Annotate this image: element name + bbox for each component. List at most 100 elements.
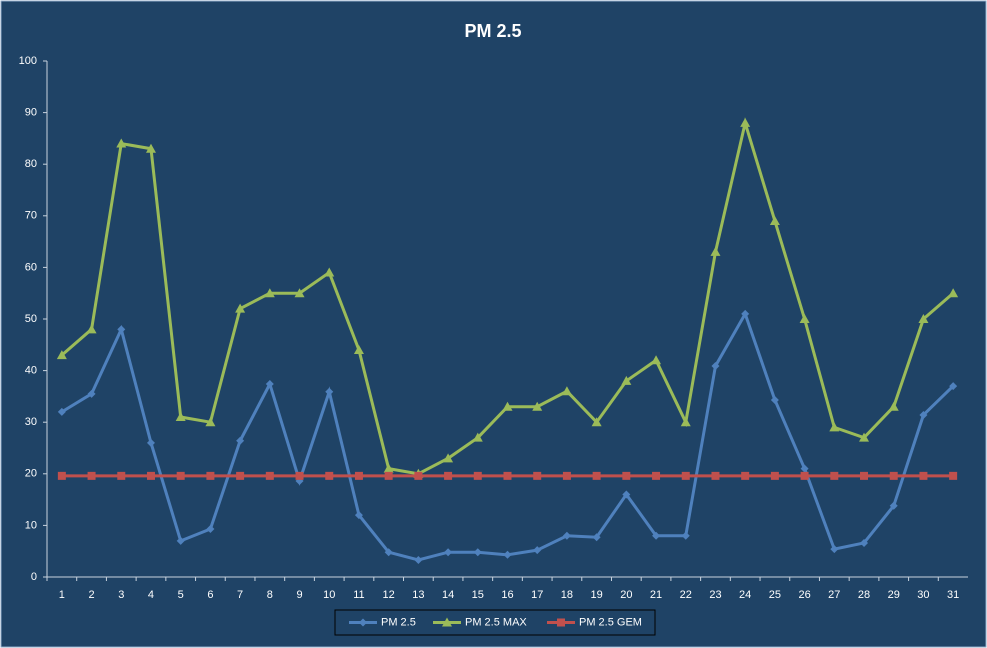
legend-marker: [557, 618, 565, 627]
data-point: [770, 396, 779, 405]
data-point: [353, 344, 364, 354]
chart-title: PM 2.5: [464, 21, 521, 41]
y-tick-label: 60: [25, 261, 37, 273]
data-point: [770, 471, 779, 480]
data-point: [56, 350, 67, 360]
y-tick-label: 20: [25, 468, 37, 480]
y-tick-label: 40: [25, 365, 37, 377]
x-tick-label: 18: [561, 589, 573, 601]
data-point: [146, 471, 155, 480]
x-tick-label: 12: [383, 589, 395, 601]
data-point: [503, 550, 512, 559]
x-tick-label: 16: [501, 589, 513, 601]
data-point: [532, 401, 543, 411]
data-point: [175, 412, 186, 422]
x-tick-label: 25: [769, 589, 781, 601]
data-point: [681, 531, 690, 540]
data-point: [443, 453, 454, 463]
data-point: [949, 471, 958, 480]
data-point: [324, 267, 335, 277]
data-point: [800, 464, 809, 473]
data-point: [710, 246, 721, 256]
data-point: [294, 288, 305, 298]
data-point: [57, 407, 66, 416]
x-tick-label: 7: [237, 589, 243, 601]
data-point: [176, 536, 185, 545]
x-tick-label: 4: [148, 589, 154, 601]
x-tick-label: 23: [709, 589, 721, 601]
data-point: [622, 471, 631, 480]
data-point: [948, 288, 959, 298]
data-point: [117, 471, 126, 480]
data-point: [622, 490, 631, 499]
legend-marker: [359, 618, 367, 627]
data-point: [533, 546, 542, 555]
x-tick-label: 14: [442, 589, 454, 601]
x-tick-label: 1: [59, 589, 65, 601]
data-point: [561, 386, 572, 396]
data-point: [830, 545, 839, 554]
x-tick-label: 8: [267, 589, 273, 601]
data-point: [918, 314, 929, 323]
data-point: [652, 531, 661, 540]
data-point: [325, 387, 334, 396]
x-tick-label: 17: [531, 589, 543, 601]
data-point: [888, 401, 899, 411]
y-tick-label: 30: [25, 416, 37, 428]
data-point: [384, 548, 393, 557]
data-point: [621, 375, 632, 385]
x-tick-label: 10: [323, 589, 335, 601]
data-point: [414, 555, 423, 564]
x-tick-label: 11: [353, 589, 364, 601]
x-tick-label: 3: [118, 589, 124, 601]
data-point: [57, 471, 66, 480]
data-point: [354, 511, 363, 520]
data-point: [651, 355, 662, 365]
x-tick-label: 28: [858, 589, 870, 601]
data-point: [502, 401, 513, 411]
y-tick-label: 0: [31, 571, 37, 583]
data-point: [87, 389, 96, 398]
data-point: [800, 471, 809, 480]
x-tick-label: 6: [207, 589, 213, 601]
data-point: [889, 501, 898, 510]
data-point: [265, 471, 274, 480]
data-point: [741, 471, 750, 480]
data-point: [860, 471, 869, 480]
y-tick-label: 100: [19, 55, 37, 67]
data-point: [264, 288, 275, 298]
x-tick-label: 31: [947, 589, 959, 601]
data-point: [562, 531, 571, 540]
data-point: [533, 471, 542, 480]
data-point: [919, 471, 928, 480]
legend-box: [334, 609, 656, 636]
data-point: [711, 471, 720, 480]
data-point: [444, 471, 453, 480]
data-point: [769, 215, 780, 225]
x-tick-label: 21: [650, 589, 662, 601]
data-point: [117, 325, 126, 334]
data-point: [206, 471, 215, 480]
x-tick-label: 20: [620, 589, 632, 601]
data-point: [146, 438, 155, 447]
data-point: [236, 471, 245, 480]
x-tick-label: 22: [680, 589, 692, 601]
x-tick-label: 27: [828, 589, 840, 601]
data-point: [295, 471, 304, 480]
data-point: [949, 382, 958, 391]
data-point: [86, 324, 97, 334]
x-tick-label: 24: [739, 589, 751, 601]
y-tick-label: 70: [25, 210, 37, 222]
data-point: [354, 471, 363, 480]
y-tick-label: 80: [25, 158, 37, 170]
legend-label: PM 2.5 MAX: [465, 616, 527, 628]
y-tick-label: 10: [25, 519, 37, 531]
y-tick-label: 50: [25, 313, 37, 325]
x-tick-label: 13: [412, 589, 424, 601]
x-tick-label: 2: [89, 589, 95, 601]
x-tick-label: 5: [178, 589, 184, 601]
x-tick-label: 26: [798, 589, 810, 601]
data-point: [741, 309, 750, 318]
